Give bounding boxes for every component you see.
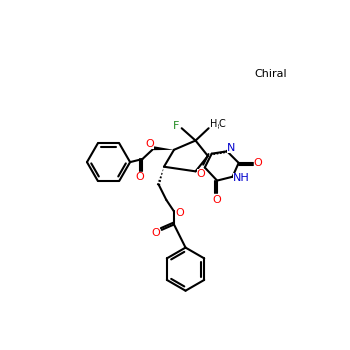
Text: N: N bbox=[227, 143, 235, 153]
Text: O: O bbox=[197, 169, 205, 180]
Polygon shape bbox=[154, 146, 174, 150]
Text: C: C bbox=[219, 119, 225, 130]
Text: O: O bbox=[146, 139, 154, 149]
Text: O: O bbox=[151, 228, 160, 238]
Text: H: H bbox=[210, 119, 218, 130]
Text: Chiral: Chiral bbox=[254, 69, 287, 79]
Text: O: O bbox=[213, 195, 222, 205]
Text: F: F bbox=[173, 121, 180, 131]
Text: 3: 3 bbox=[215, 124, 219, 130]
Text: O: O bbox=[135, 172, 144, 182]
Text: NH: NH bbox=[233, 173, 250, 182]
Text: O: O bbox=[175, 208, 184, 218]
Text: O: O bbox=[253, 158, 262, 168]
